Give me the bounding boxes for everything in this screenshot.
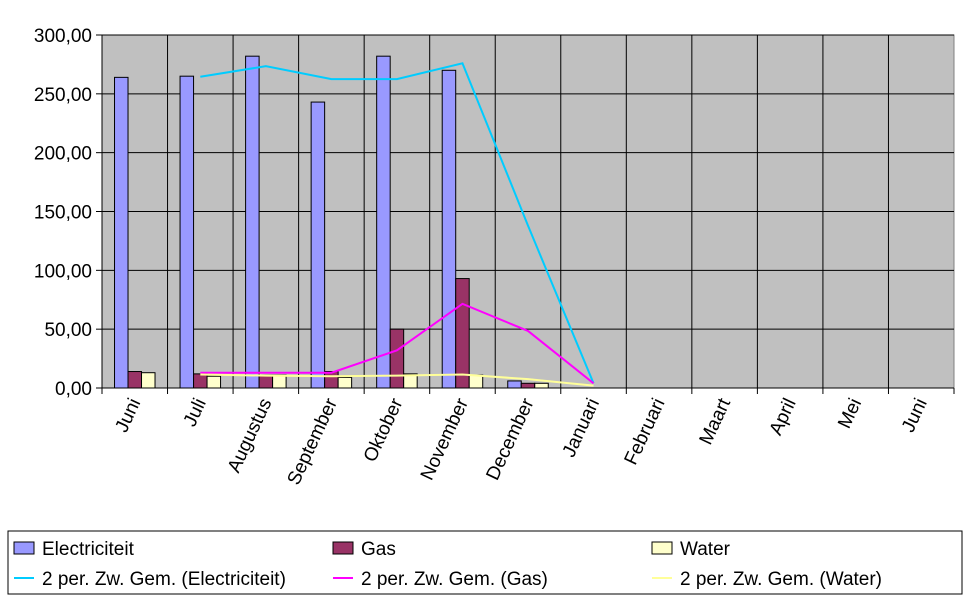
y-tick-label: 300,00 xyxy=(34,26,92,47)
bar-gas xyxy=(127,371,143,389)
bar-electriciteit xyxy=(310,101,326,389)
bar-electriciteit xyxy=(376,55,391,389)
trend-line xyxy=(200,373,594,387)
legend: Electriciteit Gas Water 2 per. Zw. Gem. (El… xyxy=(7,530,963,595)
y-tick-label: 100,00 xyxy=(34,261,92,282)
bar-water xyxy=(468,374,484,389)
bar-electriciteit xyxy=(179,75,195,389)
y-tick-label: 0,00 xyxy=(55,379,92,400)
y-tick-label: 250,00 xyxy=(34,85,92,106)
legend-label: Gas xyxy=(361,539,396,560)
bar-water xyxy=(337,376,353,389)
bar-gas xyxy=(193,373,208,389)
y-tick-label: 150,00 xyxy=(34,203,92,224)
legend-box xyxy=(7,530,963,595)
bar-water xyxy=(272,374,287,389)
x-tick-label: December xyxy=(482,395,538,484)
bar-electriciteit xyxy=(245,55,260,389)
x-tick-label: Januari xyxy=(559,395,604,460)
x-tick-label: Augustus xyxy=(224,395,277,476)
legend-swatch-bar xyxy=(13,541,35,555)
x-tick-label: April xyxy=(766,395,801,438)
bar-water xyxy=(534,382,549,389)
x-tick-label: Juli xyxy=(180,395,211,430)
legend-label: Water xyxy=(680,539,731,560)
bar-gas xyxy=(324,371,339,389)
legend-label: 2 per. Zw. Gem. (Gas) xyxy=(361,569,548,590)
y-tick-label: 50,00 xyxy=(44,320,92,341)
legend-label: 2 per. Zw. Gem. (Water) xyxy=(680,569,882,590)
trend-lines xyxy=(200,62,595,387)
bars xyxy=(114,55,549,389)
legend-label: 2 per. Zw. Gem. (Electriciteit) xyxy=(42,569,286,590)
bar-gas xyxy=(389,328,405,389)
bar-water xyxy=(206,375,222,389)
legend-swatch-bar xyxy=(651,541,673,555)
legend-swatch-bar xyxy=(332,541,354,555)
y-tick-labels: 0,00 50,00 100,00 150,00 200,00 250,00 300,00 xyxy=(34,26,92,400)
gridlines xyxy=(102,34,954,388)
trend-line xyxy=(200,62,595,384)
x-tick-label: Juni xyxy=(112,395,146,435)
x-tick-label: Juni xyxy=(898,395,932,435)
x-tick-label: September xyxy=(284,395,343,489)
bar-gas xyxy=(455,278,470,389)
x-tick-label: Februari xyxy=(621,395,670,468)
x-tick-label: November xyxy=(417,395,473,484)
bar-electriciteit xyxy=(441,69,457,389)
x-tick-label: Maart xyxy=(696,395,736,449)
x-tick-label: Oktober xyxy=(360,395,408,466)
axes xyxy=(96,34,955,394)
bar-electriciteit xyxy=(507,380,522,389)
trend-line xyxy=(200,302,595,385)
bar-gas xyxy=(258,374,274,389)
bar-electriciteit xyxy=(114,76,129,389)
bar-gas xyxy=(520,382,536,389)
bar-water xyxy=(141,372,156,389)
legend-label: Electriciteit xyxy=(42,539,135,560)
x-tick-label: Mei xyxy=(834,395,866,432)
x-tick-labels: Juni Juli Augustus September Oktober November… xyxy=(112,395,932,489)
y-tick-label: 200,00 xyxy=(34,144,92,165)
